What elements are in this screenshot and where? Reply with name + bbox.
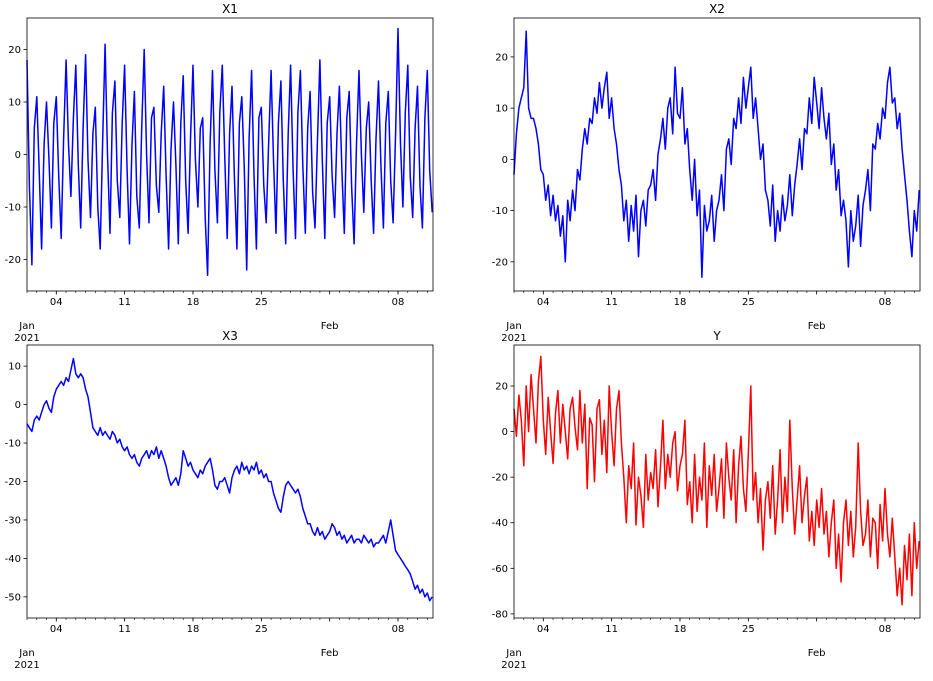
y-tick-label: 0 (502, 427, 508, 438)
axes-frame (513, 17, 921, 292)
subplot-title: X2 (709, 2, 725, 16)
x-tick-label: 18 (674, 624, 687, 635)
x-year-label: 2021 (501, 660, 526, 671)
x-tick-label: 08 (392, 297, 405, 308)
x-tick-label: 25 (255, 624, 268, 635)
x-month-label: Jan (18, 321, 34, 332)
y-tick-label: 0 (502, 155, 508, 166)
series-line-x2 (513, 30, 920, 278)
x-tick-label: 25 (255, 297, 268, 308)
x-month-label: Feb (808, 648, 826, 659)
y-tick-label: -40 (5, 554, 21, 565)
y-tick-label: 20 (495, 382, 508, 393)
y-tick-label: -50 (5, 592, 21, 603)
y-tick-label: -20 (5, 255, 21, 266)
x-tick-label: 04 (537, 624, 550, 635)
x-year-label: 2021 (501, 333, 526, 344)
series-line-x1 (26, 27, 433, 277)
y-tick-label: -80 (492, 609, 508, 620)
x-tick-label: 18 (187, 624, 200, 635)
x-tick-label: 04 (50, 624, 63, 635)
x-tick-label: 25 (742, 297, 755, 308)
x-year-label: 2021 (14, 333, 39, 344)
x-month-label: Feb (321, 648, 339, 659)
y-tick-label: 10 (495, 104, 508, 115)
x-tick-label: 11 (605, 297, 618, 308)
y-tick-label: -10 (492, 206, 508, 217)
subplot-title: X1 (222, 2, 238, 16)
subplot-title: X3 (222, 329, 238, 343)
y-tick-label: -40 (492, 518, 508, 529)
x-month-label: Feb (808, 321, 826, 332)
y-tick-label: -20 (5, 477, 21, 488)
x-year-label: 2021 (14, 660, 39, 671)
x-tick-label: 11 (605, 624, 618, 635)
subplot-title: Y (712, 329, 721, 343)
x-tick-label: 11 (118, 297, 131, 308)
y-tick-label: 0 (15, 400, 21, 411)
y-tick-label: 0 (15, 150, 21, 161)
x-tick-label: 18 (674, 297, 687, 308)
y-tick-label: 20 (8, 45, 21, 56)
x-month-label: Feb (321, 321, 339, 332)
x-tick-label: 18 (187, 297, 200, 308)
x-tick-label: 04 (537, 297, 550, 308)
x-tick-label: 25 (742, 624, 755, 635)
y-tick-label: -10 (5, 439, 21, 450)
x-tick-label: 04 (50, 297, 63, 308)
y-tick-label: -60 (492, 564, 508, 575)
x-month-label: Jan (505, 648, 521, 659)
x-tick-label: 11 (118, 624, 131, 635)
axes-frame (513, 344, 921, 619)
x-month-label: Jan (505, 321, 521, 332)
y-tick-label: 10 (8, 362, 21, 373)
y-tick-label: -10 (5, 203, 21, 214)
x-tick-label: 08 (879, 624, 892, 635)
y-tick-label: -30 (5, 515, 21, 526)
y-tick-label: -20 (492, 473, 508, 484)
y-tick-label: -20 (492, 257, 508, 268)
x-month-label: Jan (18, 648, 34, 659)
axes-frame (26, 344, 434, 619)
x-tick-label: 08 (392, 624, 405, 635)
y-tick-label: 20 (495, 52, 508, 63)
series-line-y (513, 355, 920, 606)
series-line-x3 (26, 357, 433, 602)
y-tick-label: 10 (8, 98, 21, 109)
x-tick-label: 08 (879, 297, 892, 308)
